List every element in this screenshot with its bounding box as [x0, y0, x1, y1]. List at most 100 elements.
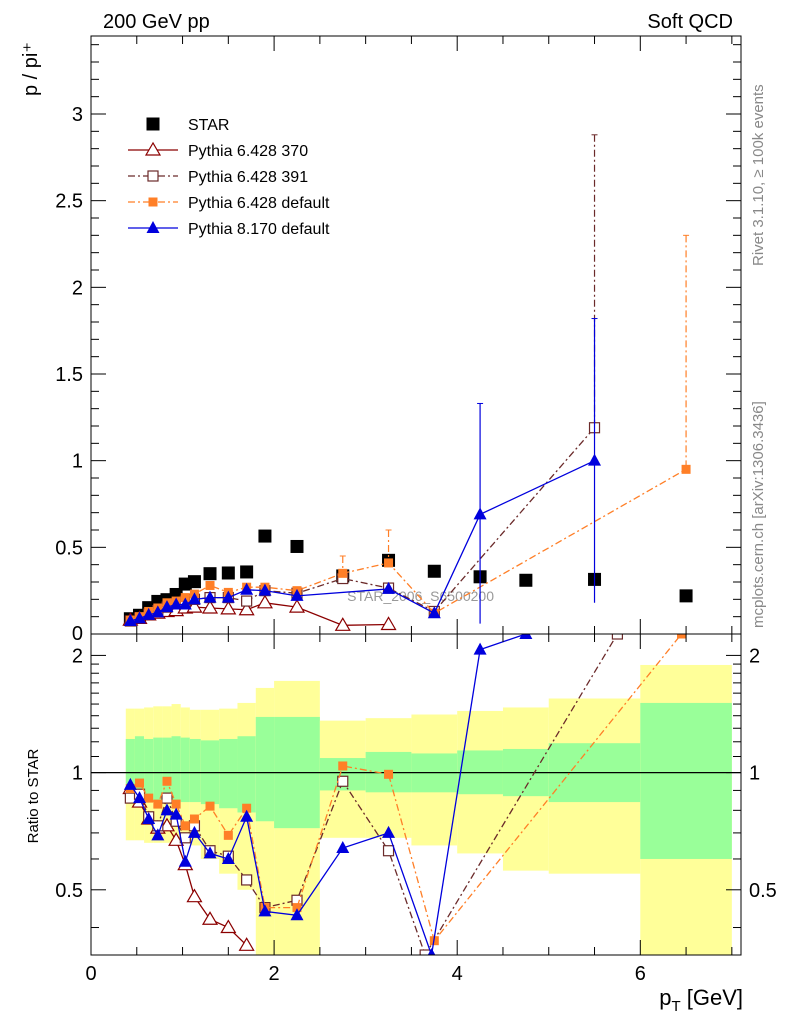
uncertainty-band-inner	[255, 716, 275, 822]
uncertainty-band-inner	[640, 702, 732, 859]
main-point	[220, 600, 237, 615]
ratio-point	[384, 769, 394, 779]
ratio-point	[189, 814, 199, 824]
main-point	[256, 594, 273, 609]
uncertainty-band-inner	[171, 736, 181, 801]
ratio-point	[201, 911, 219, 925]
legend-marker	[147, 170, 159, 182]
main-point	[384, 558, 394, 568]
legend-label: Pythia 6.428 default	[188, 195, 330, 212]
ratio-point	[158, 817, 176, 832]
main-point	[588, 453, 602, 466]
legend-entry-pythia-6-428-default: Pythia 6.428 default	[128, 195, 330, 212]
main-point	[258, 529, 272, 543]
main-y-tick-label: 2	[72, 277, 83, 299]
header-left-label: 200 GeV pp	[103, 11, 210, 33]
main-point	[334, 617, 351, 631]
ratio-point	[382, 825, 396, 838]
main-point	[679, 589, 693, 603]
ratio-point	[519, 634, 533, 639]
ratio-point	[168, 832, 185, 846]
main-point	[427, 606, 441, 619]
ratio-point	[142, 812, 156, 825]
main-point	[133, 611, 147, 624]
ratio-point	[292, 903, 302, 913]
uncertainty-band-inner	[180, 737, 190, 803]
uncertainty-band-inner	[162, 737, 172, 801]
main-y-zero-label: 0	[72, 623, 83, 645]
x-tick-label: 0	[85, 963, 96, 985]
ratio-y-tick-label-right: 1	[749, 763, 760, 785]
legend-label: STAR	[188, 117, 229, 134]
main-y-tick-label: 0.5	[55, 537, 83, 559]
main-panel: STAR_2006_S6500200 0.511.522.530 STARPyt…	[55, 35, 742, 645]
main-point	[221, 590, 235, 603]
x-axis-label: pT [GeV]	[659, 985, 743, 1015]
ratio-point	[221, 851, 235, 864]
uncertainty-band-inner	[219, 738, 238, 809]
ratio-y-axis-label: Ratio to STAR	[25, 748, 42, 843]
main-point	[169, 597, 183, 610]
legend-label: Pythia 8.170 default	[188, 221, 330, 238]
main-series-pythia-8-170-default	[123, 318, 602, 626]
ratio-point	[258, 904, 272, 917]
uncertainty-band-inner	[237, 736, 256, 813]
main-point	[187, 592, 201, 605]
main-point	[201, 599, 219, 614]
ratio-point	[161, 792, 173, 804]
main-point	[241, 595, 253, 607]
header-right-label: Soft QCD	[647, 11, 733, 33]
legend-entry-star: STAR	[146, 117, 229, 134]
ratio-point	[205, 801, 215, 811]
main-point	[258, 583, 272, 596]
ratio-point	[133, 791, 147, 804]
mcplots-side-label: mcplots.cern.ch [arXiv:1306.3436]	[750, 401, 767, 628]
legend-marker	[144, 141, 162, 156]
ratio-point	[186, 888, 203, 903]
main-y-tick-label: 2.5	[55, 191, 83, 213]
legend-entry-pythia-8-170-default: Pythia 8.170 default	[128, 221, 330, 238]
ratio-point	[160, 803, 174, 816]
main-point	[288, 598, 306, 613]
ratio-point	[135, 778, 145, 788]
ratio-point	[220, 919, 237, 934]
main-point	[240, 582, 254, 595]
main-y-axis-label: p / pi⁺	[20, 42, 42, 96]
ratio-point	[169, 807, 183, 820]
ratio-y-tick-label-right: 0.5	[749, 880, 777, 902]
main-y-tick-label: 3	[72, 104, 83, 126]
main-y-axis-label-text: p / pi⁺	[20, 42, 42, 96]
ratio-point	[123, 777, 137, 790]
ratio-series-pythia-8-170-default	[123, 634, 533, 955]
ratio-point	[144, 793, 154, 803]
ratio-point	[336, 841, 350, 854]
ratio-point	[151, 828, 165, 841]
uncertainty-band-inner	[144, 738, 154, 803]
ratio-point	[611, 634, 624, 640]
ratio-point	[241, 874, 253, 886]
x-axis-label-sub: T	[671, 998, 680, 1015]
ratio-point	[427, 948, 436, 955]
main-y-tick-label: 1	[72, 451, 83, 473]
legend-label: Pythia 6.428 391	[188, 169, 308, 186]
main-point	[203, 567, 217, 581]
x-tick-label: 4	[452, 963, 463, 985]
ratio-point	[180, 821, 190, 831]
x-tick-label: 6	[635, 963, 646, 985]
ratio-point	[187, 825, 201, 838]
ratio-point	[223, 830, 233, 840]
main-point	[240, 565, 254, 579]
legend-entry-pythia-6-428-391: Pythia 6.428 391	[128, 169, 308, 186]
ratio-point	[153, 799, 163, 809]
ratio-y-tick-label-left: 2	[72, 645, 83, 667]
x-axis-label-unit: [GeV]	[681, 985, 743, 1010]
ratio-point	[419, 949, 431, 955]
main-point	[205, 580, 215, 590]
legend-marker	[148, 197, 158, 207]
main-point	[178, 597, 192, 610]
ratio-frame	[90, 633, 742, 956]
ratio-point	[290, 908, 304, 921]
ratio-point	[242, 803, 252, 813]
x-axis-label-p: p	[659, 985, 671, 1010]
